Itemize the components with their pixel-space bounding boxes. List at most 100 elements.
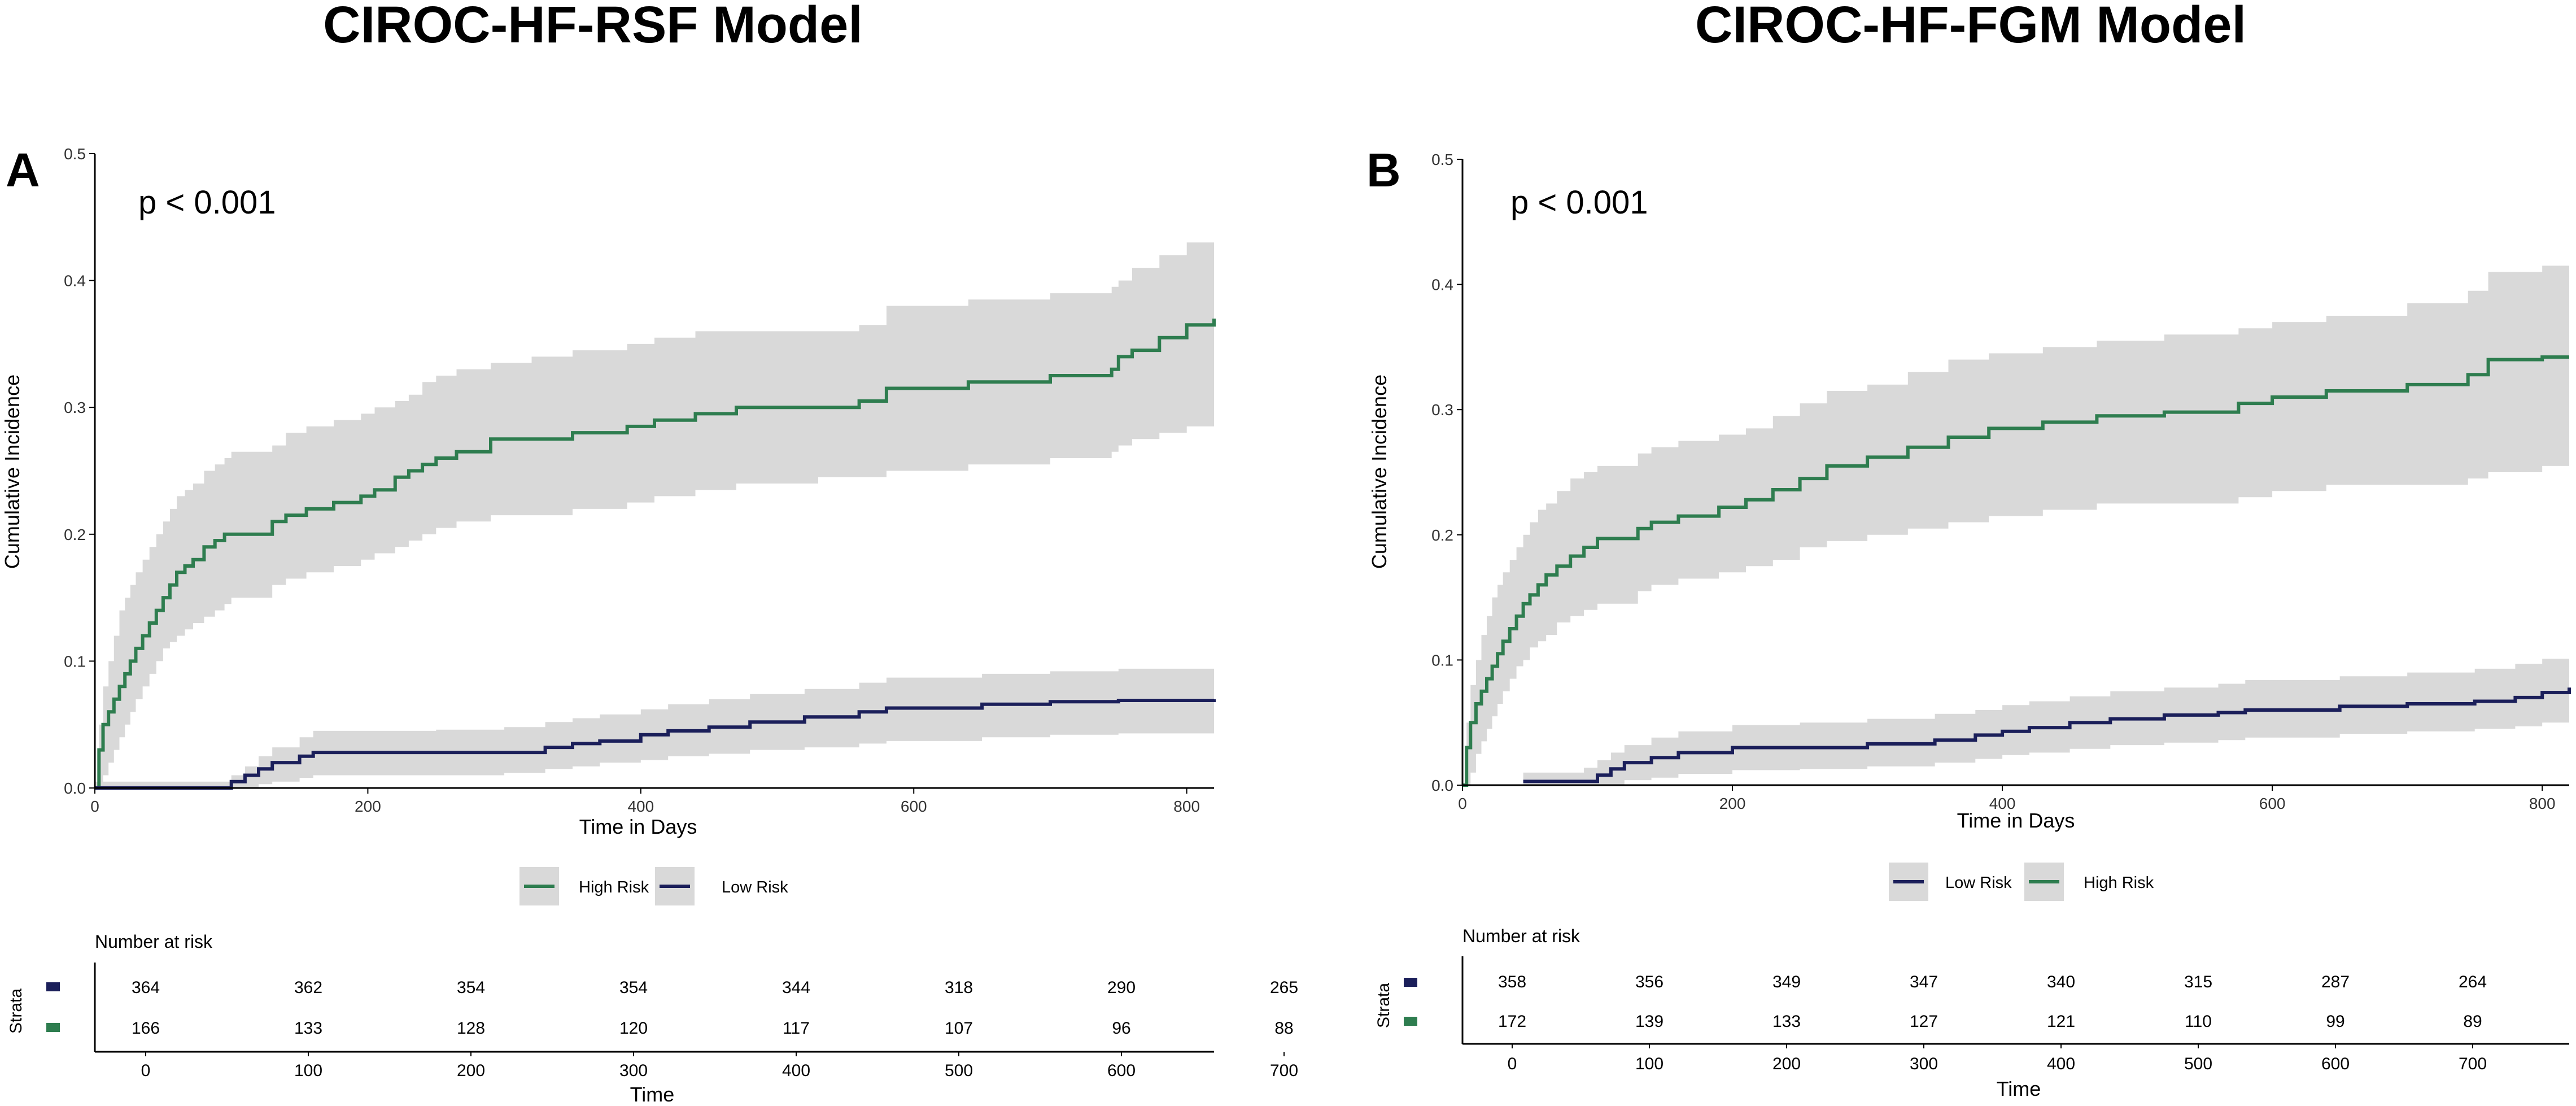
risk-table-x-ticks: 0 100 200 300 400 500 600 700 [141,1052,1298,1080]
risk-table-cells: 358 356 349 347 340 315 287 264 172 139 133 127 121 1… [1498,973,2487,1031]
risk-cell-high-risk: 96 [1112,1019,1130,1038]
risk-cell-high-risk: 117 [783,1019,810,1038]
risk-table-strata-label: Strata [1374,983,1393,1028]
risk-cell-low-risk: 354 [619,978,648,997]
series-line-high-risk [1462,355,2569,787]
ci-band-low-risk [1523,654,2569,785]
y-tick-label: 0.5 [1431,151,1453,168]
panel-b-legend: Low Risk High Risk [1889,863,2154,901]
risk-table-x-ticks: 0 100 200 300 400 500 600 700 [1508,1044,2487,1073]
y-tick-label: 0.1 [1431,651,1453,669]
x-tick-label: 0 [1458,795,1467,812]
risk-cell-low-risk: 318 [945,978,973,997]
risk-x-tick-label: 300 [1910,1055,1938,1073]
panel-a-label: A [6,143,40,197]
risk-cell-low-risk: 287 [2321,973,2350,991]
risk-cell-low-risk: 356 [1635,973,1664,991]
risk-cell-high-risk: 110 [2185,1012,2212,1031]
risk-cell-high-risk: 139 [1635,1012,1664,1031]
risk-table-title: Number at risk [1462,926,1580,946]
panel-a-risk-table: Number at risk Strata 364 362 354 354 344 318… [7,931,1298,1106]
risk-x-tick-label: 300 [619,1061,648,1080]
x-tick-label: 800 [2529,795,2556,812]
x-tick-label: 600 [901,798,927,815]
x-tick-label: 600 [2259,795,2286,812]
panel-a-y-axis-label: Cumulative Incidence [1,375,24,569]
risk-cell-low-risk: 340 [2047,973,2075,991]
panel-b-risk-table: Number at risk Strata 358 356 349 347 340 315… [1374,926,2569,1100]
risk-cell-high-risk: 121 [2047,1012,2075,1031]
legend-label-low-risk: Low Risk [722,878,788,896]
risk-x-tick-label: 200 [1772,1055,1801,1073]
y-tick-label: 0.2 [1431,526,1453,544]
panel-b-pvalue: p < 0.001 [1510,184,1648,221]
risk-table-title: Number at risk [95,931,213,952]
risk-cell-high-risk: 133 [1772,1012,1801,1031]
risk-x-tick-label: 600 [2321,1055,2350,1073]
panel-a-curves [95,319,1216,790]
risk-cell-high-risk: 107 [945,1019,973,1038]
risk-table-x-label: Time [1997,1077,2041,1100]
legend-label-low-risk: Low Risk [1945,874,2012,892]
risk-x-tick-label: 400 [2047,1055,2075,1073]
risk-cell-high-risk: 88 [1274,1019,1293,1038]
panel-b-label: B [1366,143,1401,197]
risk-table-x-label: Time [630,1083,675,1106]
y-tick-label: 0.3 [1431,401,1453,419]
series-line-low-risk [1523,687,2571,783]
risk-strata-key-low-risk [46,982,60,991]
panel-b: CIROC-HF-FGM Model B p < 0.001 0.0 0.1 0.2… [1366,0,2571,1100]
risk-x-tick-label: 600 [1107,1061,1136,1080]
risk-x-tick-label: 100 [1635,1055,1664,1073]
risk-strata-key-low-risk [1404,978,1417,987]
panel-b-x-axis-label: Time in Days [1957,809,2075,832]
risk-table-cells: 364 362 354 354 344 318 290 265 166 133 128 120 117 1… [132,978,1298,1038]
y-tick-label: 0.1 [64,652,86,670]
x-tick-label: 400 [1989,795,2016,812]
risk-x-tick-label: 500 [945,1061,973,1080]
risk-x-tick-label: 500 [2184,1055,2212,1073]
risk-x-tick-label: 700 [1270,1061,1298,1080]
risk-cell-low-risk: 362 [294,978,322,997]
panel-a-plot-area: 0.0 0.1 0.2 0.3 0.4 0.5 0 200 400 600 800 [64,145,1216,815]
risk-cell-low-risk: 347 [1910,973,1938,991]
y-tick-label: 0.5 [64,145,86,163]
x-tick-label: 0 [90,798,99,815]
risk-x-tick-label: 700 [2459,1055,2487,1073]
ci-band-high-risk [95,217,1214,788]
panel-a-axes: 0.0 0.1 0.2 0.3 0.4 0.5 0 200 400 600 800 [64,145,1214,815]
x-tick-label: 200 [1719,795,1746,812]
risk-cell-low-risk: 265 [1270,978,1298,997]
panel-a: CIROC-HF-RSF Model A p < 0.001 0.0 0.1 0.2… [1,0,1298,1106]
risk-cell-high-risk: 99 [2326,1012,2344,1031]
panel-b-y-axis-label: Cumulative Incidence [1368,375,1391,569]
y-tick-label: 0.4 [64,272,86,290]
risk-cell-high-risk: 172 [1498,1012,1526,1031]
risk-strata-key-high-risk [46,1023,60,1032]
ci-band-low-risk [95,666,1214,788]
risk-cell-low-risk: 344 [782,978,810,997]
risk-cell-high-risk: 127 [1910,1012,1938,1031]
panel-b-axes: 0.0 0.1 0.2 0.3 0.4 0.5 0 200 400 600 800 [1431,151,2569,812]
risk-table-strata-label: Strata [7,989,25,1034]
x-tick-label: 200 [355,798,381,815]
y-tick-label: 0.4 [1431,276,1453,294]
panel-a-x-axis-label: Time in Days [579,815,697,838]
y-tick-label: 0.0 [64,780,86,797]
panel-b-plot-area: 0.0 0.1 0.2 0.3 0.4 0.5 0 200 400 600 800 [1431,151,2571,812]
risk-x-tick-label: 200 [457,1061,485,1080]
panel-a-legend: High Risk Low Risk [519,867,788,905]
panel-a-pvalue: p < 0.001 [138,184,276,221]
x-tick-label: 400 [627,798,654,815]
risk-cell-low-risk: 290 [1107,978,1136,997]
risk-cell-low-risk: 264 [2459,973,2487,991]
risk-cell-high-risk: 128 [457,1019,485,1038]
risk-cell-high-risk: 120 [619,1019,648,1038]
series-line-low-risk [95,699,1216,790]
y-tick-label: 0.0 [1431,777,1453,794]
risk-cell-low-risk: 364 [132,978,160,997]
series-line-high-risk [95,319,1216,790]
risk-cell-low-risk: 358 [1498,973,1526,991]
risk-cell-high-risk: 89 [2463,1012,2482,1031]
risk-cell-high-risk: 166 [132,1019,160,1038]
